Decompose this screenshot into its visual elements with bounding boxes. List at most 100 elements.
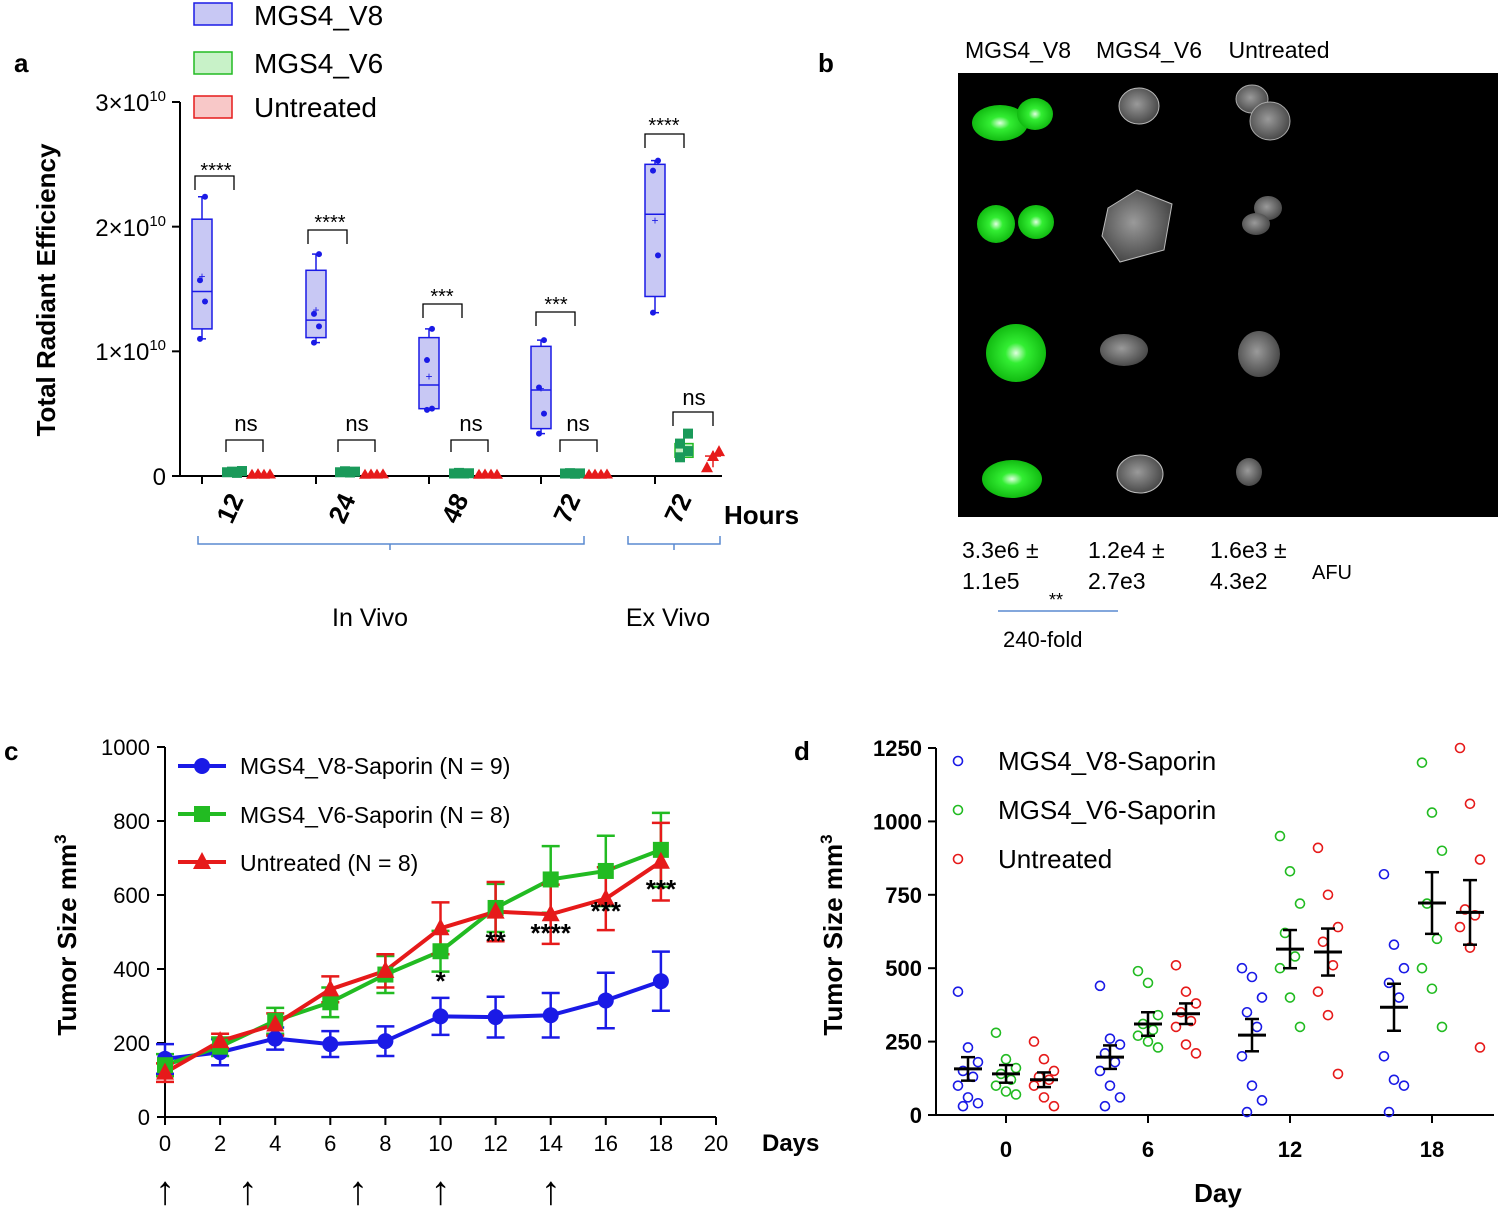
b-tissue-row-3 xyxy=(986,324,1280,382)
d-point-1-1-0 xyxy=(1132,965,1144,977)
a-untreated-point-4-2 xyxy=(713,445,725,457)
c-marker-2-3 xyxy=(321,979,340,997)
c-marker-2-2 xyxy=(266,1014,285,1032)
b-value-v6-line2: 2.7e3 xyxy=(1088,568,1146,594)
d-xtick-label-0: 0 xyxy=(1000,1137,1012,1162)
tissue-v6-1 xyxy=(1118,87,1160,125)
a-v8-point-4-1 xyxy=(655,252,661,259)
d-point-0-2-2 xyxy=(1256,992,1268,1003)
d-point-0-1-8 xyxy=(1099,1100,1111,1112)
c-marker-2-8 xyxy=(596,888,615,906)
d-point-2-1-7 xyxy=(1190,1048,1202,1059)
b-image-background xyxy=(958,73,1498,517)
c-ytick-label-3: 600 xyxy=(113,883,150,908)
a-v6-point-4-1 xyxy=(683,446,693,457)
panel-c-dose-arrows: ↑ ↑ ↑ ↑ ↑ xyxy=(155,1169,561,1212)
a-sig-top-1: **** xyxy=(314,212,345,234)
d-point-2-2-0 xyxy=(1312,842,1324,854)
c-ytick-label-5: 1000 xyxy=(101,735,150,760)
d-point-0-3-7 xyxy=(1398,1080,1410,1091)
a-ytick-2: 2×1010 xyxy=(95,213,166,242)
a-untreated-point-3-3 xyxy=(601,468,613,479)
tissue-v8-3 xyxy=(986,324,1046,382)
panel-c-annotations: *** ********** xyxy=(435,874,677,996)
a-v8-point-2-2 xyxy=(424,357,430,364)
d-point-1-3-7 xyxy=(1436,1021,1448,1033)
c-xtick-label-2: 4 xyxy=(269,1131,281,1156)
b-value-untreated-line1: 1.6e3 ± xyxy=(1210,537,1287,563)
c-marker-2-0 xyxy=(156,1062,174,1080)
a-group-label-in-vivo: In Vivo xyxy=(332,604,408,632)
panel-a-boxes: +++++ xyxy=(191,157,725,479)
d-point-0-3-1 xyxy=(1388,939,1400,951)
legend-label-untreated: Untreated xyxy=(254,92,377,123)
d-legend-marker-v6 xyxy=(952,804,964,816)
panel-c-axes: 0 200 400 600 800 1000 0 2 4 6 8 10 12 14 16 18 20 xyxy=(101,735,728,1156)
d-point-1-1-6 xyxy=(1142,1036,1154,1047)
d-point-0-0-6 xyxy=(962,1092,974,1103)
d-point-2-0-0 xyxy=(1028,1036,1040,1047)
c-xtick-label-1: 2 xyxy=(214,1131,226,1156)
legend-swatch-v6 xyxy=(193,51,233,75)
a-v8-point-3-3 xyxy=(541,337,547,344)
a-v8-mean-2: + xyxy=(425,369,432,383)
a-v8-point-2-1 xyxy=(429,405,435,412)
d-ytick-label-5: 1250 xyxy=(873,736,922,761)
a-xlabel-0: 12 xyxy=(210,489,249,528)
d-point-0-1-0 xyxy=(1094,980,1106,992)
c-xtick-label-4: 8 xyxy=(379,1131,391,1156)
legend-label-v6: MGS4_V6 xyxy=(254,48,383,79)
c-marker-0-8 xyxy=(597,992,614,1009)
b-value-v8-line1: 3.3e6 ± xyxy=(962,537,1039,563)
panel-c-legend: MGS4_V8-Saporin (N = 9) MGS4_V6-Saporin … xyxy=(178,753,510,876)
c-marker-1-9 xyxy=(652,841,669,858)
d-point-1-2-0 xyxy=(1274,830,1286,842)
panel-c-line-chart: Tumor Size mm3 Days 0 200 400 600 800 1000 0 2 4… xyxy=(51,735,819,1212)
in-vivo-bracket xyxy=(197,536,585,550)
d-point-0-2-1 xyxy=(1246,971,1258,983)
c-xtick-label-0: 0 xyxy=(159,1131,171,1156)
d-point-2-3-5 xyxy=(1454,921,1466,933)
c-xtick-label-3: 6 xyxy=(324,1131,336,1156)
c-annotation-3: *** xyxy=(591,896,622,926)
a-v8-point-3-1 xyxy=(541,410,547,417)
c-marker-0-6 xyxy=(487,1009,504,1026)
tissue-v6-3 xyxy=(1100,334,1148,366)
a-v6-point-1-3 xyxy=(350,466,360,477)
legend-swatch-v8 xyxy=(193,2,233,26)
c-xtick-label-6: 12 xyxy=(483,1131,507,1156)
a-ytick-0: 0 xyxy=(153,464,166,491)
d-point-0-2-3 xyxy=(1241,1006,1253,1018)
d-point-0-2-4 xyxy=(1251,1021,1263,1033)
a-sig-bottom-1: ns xyxy=(345,411,368,436)
d-xtick-label-2: 12 xyxy=(1278,1137,1302,1162)
b-col-header-v8: MGS4_V8 xyxy=(965,37,1071,63)
a-sig-bottom-4: ns xyxy=(682,385,705,410)
d-point-0-3-2 xyxy=(1398,962,1410,974)
d-legend-label-v8: MGS4_V8-Saporin xyxy=(998,746,1216,776)
b-tissue-row-1 xyxy=(972,84,1291,141)
a-v8-point-2-3 xyxy=(429,325,435,332)
c-marker-2-7 xyxy=(541,904,560,922)
a-v6-point-4-0 xyxy=(675,452,685,463)
d-point-0-1-7 xyxy=(1114,1092,1126,1103)
b-col-header-untreated: Untreated xyxy=(1228,37,1329,63)
d-point-2-3-0 xyxy=(1454,742,1466,754)
d-point-1-0-6 xyxy=(1000,1086,1012,1097)
a-v6-point-4-2 xyxy=(675,438,685,449)
b-value-v8-line2: 1.1e5 xyxy=(962,568,1020,594)
a-sig-top-3: *** xyxy=(544,294,568,316)
a-xlabel-4: 72 xyxy=(658,489,697,528)
d-legend-label-v6: MGS4_V6-Saporin xyxy=(998,795,1216,825)
panel-label-c: c xyxy=(4,736,18,766)
a-v8-mean-4: + xyxy=(651,213,658,227)
a-v8-point-0-1 xyxy=(202,298,208,305)
c-line-1 xyxy=(164,847,662,1068)
d-point-0-3-0 xyxy=(1378,868,1390,880)
c-line-2 xyxy=(164,860,663,1075)
panel-a-y-axis-label: Total Radiant Efficiency xyxy=(31,143,61,436)
a-v8-point-3-0 xyxy=(536,430,542,437)
d-point-1-0-0 xyxy=(990,1027,1002,1039)
d-legend-marker-untreated xyxy=(952,853,964,865)
a-x-unit: Hours xyxy=(724,500,799,530)
